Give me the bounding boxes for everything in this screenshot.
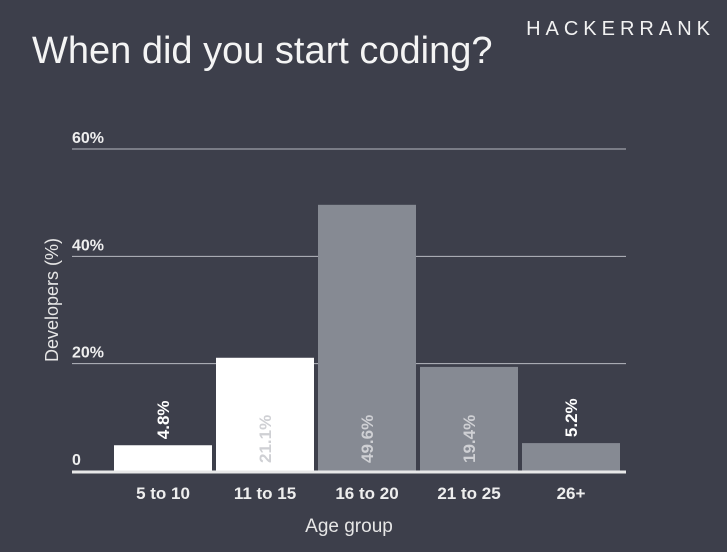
y-tick-label: 60% xyxy=(72,130,104,147)
x-tick-label: 11 to 15 xyxy=(234,484,296,503)
x-axis-title: Age group xyxy=(305,516,393,537)
y-axis-title: Developers (%) xyxy=(42,238,62,362)
x-tick-label: 26+ xyxy=(557,484,586,503)
bar-value-label: 4.8% xyxy=(154,400,173,439)
y-tick-label: 40% xyxy=(72,237,104,254)
y-tick-label: 20% xyxy=(72,345,104,362)
x-tick-label: 5 to 10 xyxy=(136,484,190,503)
bar xyxy=(420,366,518,471)
brand-logo: HACKERRANK xyxy=(526,18,715,40)
bar-value-label: 19.4% xyxy=(460,415,479,463)
bar xyxy=(216,357,314,471)
bar xyxy=(114,445,212,471)
chart-title: When did you start coding? xyxy=(32,30,493,72)
bar-value-label: 5.2% xyxy=(562,398,581,437)
bar-value-label: 21.1% xyxy=(256,415,275,463)
x-tick-label: 21 to 25 xyxy=(437,484,500,503)
bar xyxy=(522,443,620,471)
bar xyxy=(318,204,416,471)
bar-value-label: 49.6% xyxy=(358,415,377,463)
y-tick-label: 0 xyxy=(72,452,81,469)
x-tick-label: 16 to 20 xyxy=(335,484,398,503)
